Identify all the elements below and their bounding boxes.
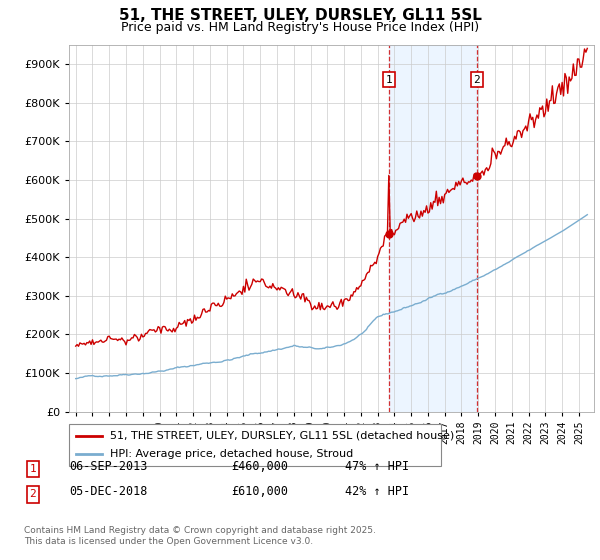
Text: 1: 1 — [386, 74, 392, 85]
Text: 1: 1 — [29, 464, 37, 474]
FancyBboxPatch shape — [69, 424, 441, 466]
Bar — [389, 45, 477, 412]
Text: 06-SEP-2013: 06-SEP-2013 — [69, 460, 148, 473]
Text: 05-DEC-2018: 05-DEC-2018 — [69, 486, 148, 498]
Text: 51, THE STREET, ULEY, DURSLEY, GL11 5SL: 51, THE STREET, ULEY, DURSLEY, GL11 5SL — [119, 8, 481, 24]
Text: 51, THE STREET, ULEY, DURSLEY, GL11 5SL (detached house): 51, THE STREET, ULEY, DURSLEY, GL11 5SL … — [110, 431, 454, 441]
Text: 42% ↑ HPI: 42% ↑ HPI — [345, 486, 409, 498]
Text: 2: 2 — [29, 489, 37, 500]
Text: HPI: Average price, detached house, Stroud: HPI: Average price, detached house, Stro… — [110, 449, 353, 459]
Text: Price paid vs. HM Land Registry's House Price Index (HPI): Price paid vs. HM Land Registry's House … — [121, 21, 479, 34]
Text: 47% ↑ HPI: 47% ↑ HPI — [345, 460, 409, 473]
Text: £610,000: £610,000 — [231, 486, 288, 498]
Text: £460,000: £460,000 — [231, 460, 288, 473]
Text: 2: 2 — [473, 74, 480, 85]
Text: Contains HM Land Registry data © Crown copyright and database right 2025.
This d: Contains HM Land Registry data © Crown c… — [24, 526, 376, 546]
